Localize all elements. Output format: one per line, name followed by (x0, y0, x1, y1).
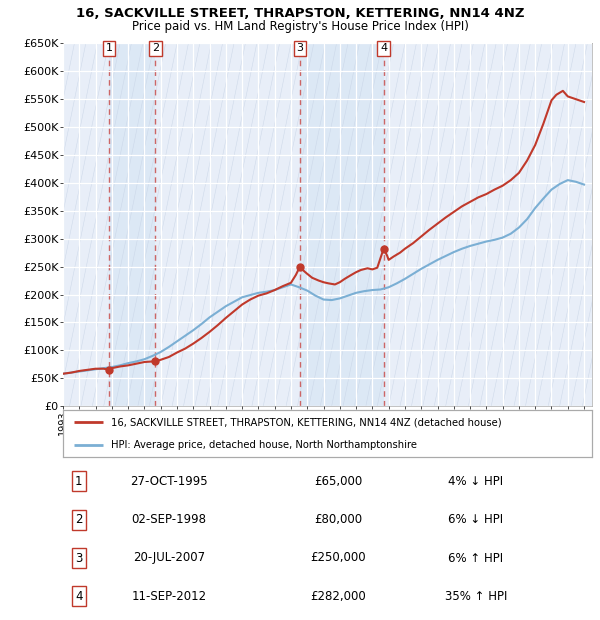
Text: £250,000: £250,000 (310, 552, 366, 564)
Text: 02-SEP-1998: 02-SEP-1998 (131, 513, 206, 526)
Text: 16, SACKVILLE STREET, THRAPSTON, KETTERING, NN14 4NZ: 16, SACKVILLE STREET, THRAPSTON, KETTERI… (76, 7, 524, 20)
Text: 11-SEP-2012: 11-SEP-2012 (131, 590, 206, 603)
Text: 4% ↓ HPI: 4% ↓ HPI (448, 475, 503, 487)
Text: 20-JUL-2007: 20-JUL-2007 (133, 552, 205, 564)
Text: 6% ↑ HPI: 6% ↑ HPI (448, 552, 503, 564)
Text: Price paid vs. HM Land Registry's House Price Index (HPI): Price paid vs. HM Land Registry's House … (131, 20, 469, 33)
Text: 4: 4 (380, 43, 387, 53)
Text: £282,000: £282,000 (310, 590, 366, 603)
Text: 35% ↑ HPI: 35% ↑ HPI (445, 590, 507, 603)
Bar (300, 43, 383, 406)
Text: 3: 3 (75, 552, 83, 564)
Text: 1: 1 (106, 43, 112, 53)
Text: 27-OCT-1995: 27-OCT-1995 (130, 475, 208, 487)
Bar (109, 43, 155, 406)
Text: 16, SACKVILLE STREET, THRAPSTON, KETTERING, NN14 4NZ (detached house): 16, SACKVILLE STREET, THRAPSTON, KETTERI… (110, 417, 501, 427)
Text: 2: 2 (75, 513, 83, 526)
Text: £80,000: £80,000 (314, 513, 362, 526)
Text: 4: 4 (75, 590, 83, 603)
Text: HPI: Average price, detached house, North Northamptonshire: HPI: Average price, detached house, Nort… (110, 440, 416, 450)
Text: 6% ↓ HPI: 6% ↓ HPI (448, 513, 503, 526)
Text: 2: 2 (152, 43, 159, 53)
Text: 1: 1 (75, 475, 83, 487)
Text: £65,000: £65,000 (314, 475, 362, 487)
Text: 3: 3 (296, 43, 304, 53)
